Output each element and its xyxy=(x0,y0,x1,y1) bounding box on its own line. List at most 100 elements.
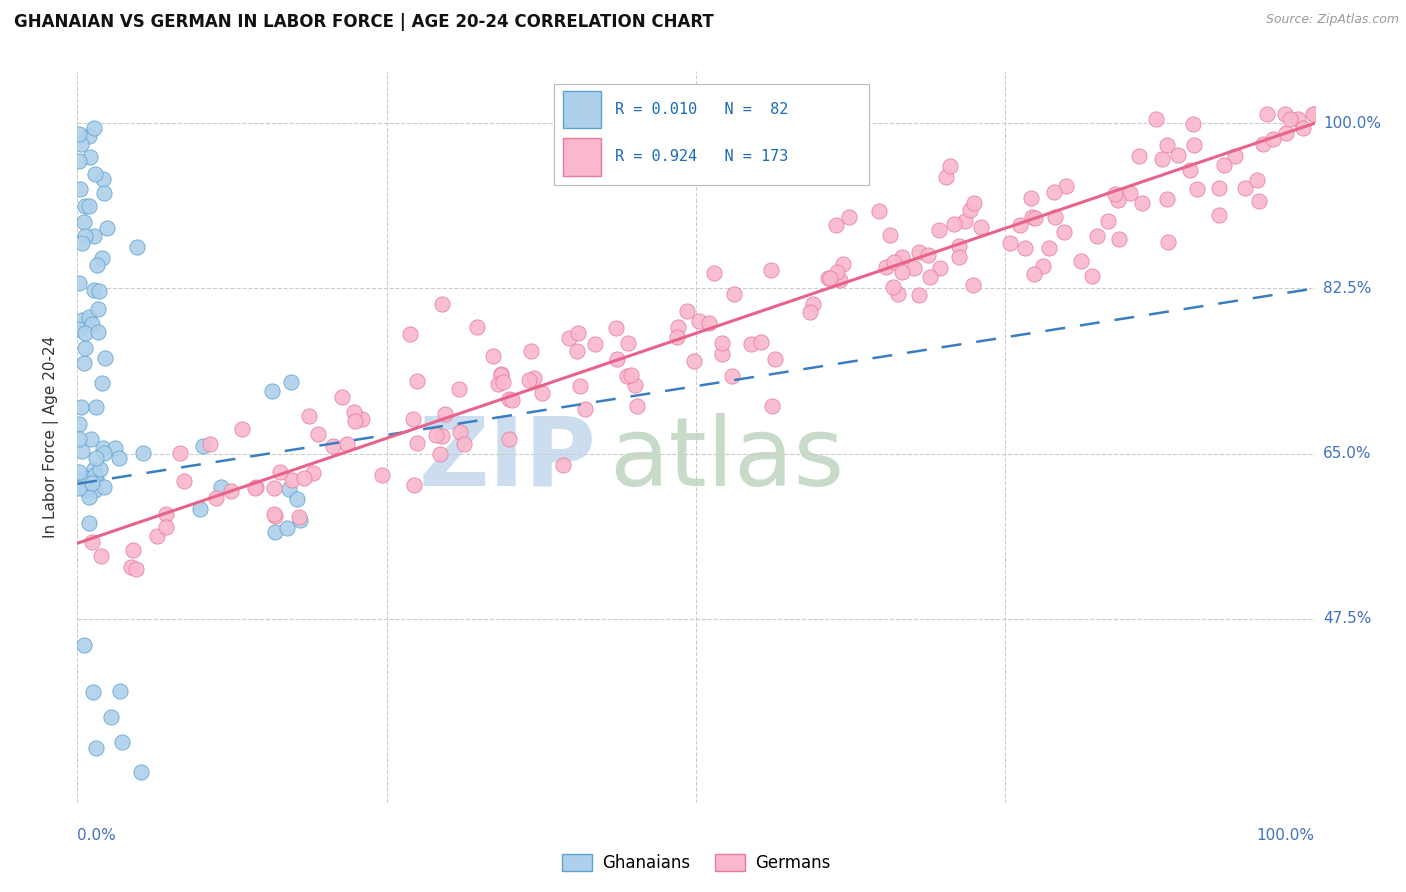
Text: 100.0%: 100.0% xyxy=(1323,116,1381,131)
Point xyxy=(188,502,211,516)
Point xyxy=(96,220,118,235)
Point xyxy=(838,211,860,225)
Point xyxy=(90,251,112,265)
Point xyxy=(1014,241,1036,255)
Point xyxy=(75,483,97,497)
Point xyxy=(710,335,733,350)
Point xyxy=(263,481,285,495)
Point xyxy=(245,480,267,494)
Point xyxy=(276,521,298,535)
Point xyxy=(1181,117,1204,131)
Point xyxy=(963,196,986,211)
Point xyxy=(125,239,148,253)
Point xyxy=(962,277,984,292)
Point xyxy=(72,356,94,370)
Point xyxy=(120,559,142,574)
Point xyxy=(953,214,976,228)
Point xyxy=(818,271,841,285)
Point xyxy=(948,250,970,264)
Point xyxy=(1070,254,1092,268)
Point xyxy=(1108,232,1130,246)
Point xyxy=(1130,195,1153,210)
Point xyxy=(108,683,131,698)
Point xyxy=(84,468,107,483)
Point xyxy=(1080,268,1102,283)
Point xyxy=(67,432,90,446)
Point xyxy=(67,277,90,291)
Point xyxy=(830,273,852,287)
Point xyxy=(79,151,101,165)
Point xyxy=(676,304,699,318)
Point xyxy=(868,204,890,219)
Point xyxy=(86,471,108,485)
Point xyxy=(887,287,910,301)
Point xyxy=(302,467,325,481)
Point xyxy=(723,286,745,301)
Point xyxy=(79,490,101,504)
Point xyxy=(908,244,931,259)
Point xyxy=(1167,148,1189,162)
Point xyxy=(83,121,105,136)
Point xyxy=(83,228,105,243)
Point xyxy=(278,482,301,496)
Point xyxy=(970,219,993,234)
Point xyxy=(86,301,108,316)
Point xyxy=(1024,211,1046,226)
Point xyxy=(1178,162,1201,177)
Point xyxy=(67,417,90,431)
Point xyxy=(935,170,957,185)
Point xyxy=(665,330,688,344)
Point xyxy=(94,351,117,365)
Point xyxy=(1021,210,1043,224)
Point xyxy=(825,265,848,279)
Point xyxy=(1185,182,1208,196)
Point xyxy=(93,480,115,494)
Point xyxy=(825,218,848,232)
Point xyxy=(87,284,110,298)
Point xyxy=(948,239,970,253)
Point xyxy=(710,347,733,361)
Point xyxy=(1208,181,1230,195)
Point xyxy=(73,638,96,652)
Point xyxy=(879,228,901,243)
Point xyxy=(1107,193,1129,207)
Point xyxy=(111,735,134,749)
Point xyxy=(1223,149,1246,163)
Point xyxy=(501,392,523,407)
Point xyxy=(77,310,100,325)
Point xyxy=(759,262,782,277)
Point xyxy=(84,483,107,497)
Point xyxy=(330,390,353,404)
Point xyxy=(1000,235,1022,250)
Point xyxy=(269,466,291,480)
Point xyxy=(624,378,647,392)
Point xyxy=(173,475,195,489)
Point xyxy=(551,458,574,472)
Point xyxy=(882,280,904,294)
Point xyxy=(70,236,93,251)
Point xyxy=(799,305,821,319)
Point xyxy=(93,186,115,200)
Point xyxy=(84,740,107,755)
Point xyxy=(80,470,103,484)
Point xyxy=(1302,107,1324,121)
Point xyxy=(1247,194,1270,208)
Point xyxy=(875,260,897,275)
Point xyxy=(433,407,456,421)
Point xyxy=(1261,131,1284,145)
Point xyxy=(928,223,950,237)
Point xyxy=(751,335,773,350)
Point xyxy=(430,297,453,311)
Point xyxy=(75,199,97,213)
Point xyxy=(84,451,107,466)
Point xyxy=(1053,225,1076,239)
Point xyxy=(280,375,302,389)
Point xyxy=(155,507,177,521)
Point xyxy=(917,248,939,262)
Point xyxy=(352,412,374,426)
Point xyxy=(132,446,155,460)
Point xyxy=(80,432,103,446)
Point xyxy=(83,462,105,476)
Point xyxy=(86,258,108,272)
Point xyxy=(498,392,520,406)
